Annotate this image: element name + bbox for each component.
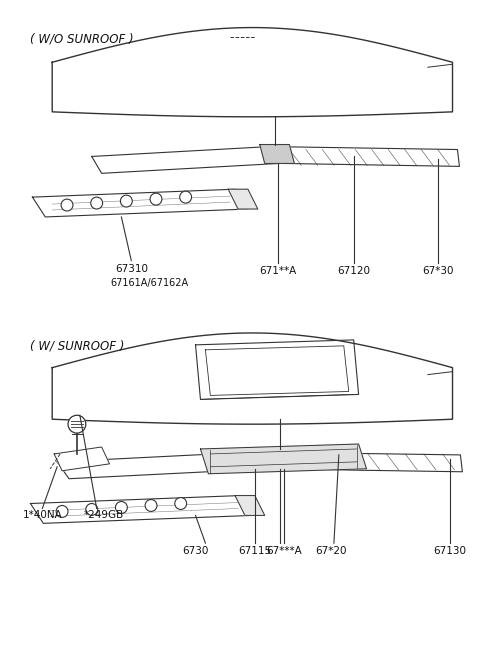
Circle shape bbox=[180, 191, 192, 203]
Text: 671**A: 671**A bbox=[259, 265, 296, 275]
Text: 67***A: 67***A bbox=[266, 546, 302, 556]
Polygon shape bbox=[57, 452, 267, 479]
Polygon shape bbox=[255, 452, 462, 472]
Polygon shape bbox=[228, 189, 258, 209]
Circle shape bbox=[116, 501, 127, 513]
Circle shape bbox=[145, 499, 157, 511]
Text: 67*30: 67*30 bbox=[422, 265, 454, 275]
Circle shape bbox=[120, 195, 132, 207]
Text: 67120: 67120 bbox=[337, 265, 370, 275]
Text: ( W/O SUNROOF ): ( W/O SUNROOF ) bbox=[30, 33, 134, 45]
Polygon shape bbox=[201, 444, 367, 474]
Text: 6730: 6730 bbox=[182, 546, 209, 556]
Polygon shape bbox=[54, 447, 109, 471]
Text: 67130: 67130 bbox=[433, 546, 466, 556]
Polygon shape bbox=[33, 189, 248, 217]
Polygon shape bbox=[92, 147, 279, 173]
Circle shape bbox=[56, 505, 68, 518]
Circle shape bbox=[175, 497, 187, 509]
Circle shape bbox=[86, 503, 97, 515]
Polygon shape bbox=[52, 333, 453, 424]
Text: 1*40NA: 1*40NA bbox=[23, 510, 62, 520]
Circle shape bbox=[61, 199, 73, 211]
Polygon shape bbox=[270, 147, 459, 166]
Polygon shape bbox=[52, 28, 453, 117]
Circle shape bbox=[150, 193, 162, 205]
Polygon shape bbox=[260, 145, 294, 164]
Text: 67161A/67162A: 67161A/67162A bbox=[110, 279, 188, 288]
Circle shape bbox=[91, 197, 103, 209]
Polygon shape bbox=[30, 495, 253, 524]
Text: *249GB: *249GB bbox=[84, 510, 124, 520]
Text: 67115: 67115 bbox=[238, 546, 271, 556]
Circle shape bbox=[68, 415, 86, 433]
Text: 67310: 67310 bbox=[115, 263, 148, 273]
Text: ( W/ SUNROOF ): ( W/ SUNROOF ) bbox=[30, 340, 125, 353]
Text: 67*20: 67*20 bbox=[315, 546, 347, 556]
Polygon shape bbox=[235, 495, 264, 515]
